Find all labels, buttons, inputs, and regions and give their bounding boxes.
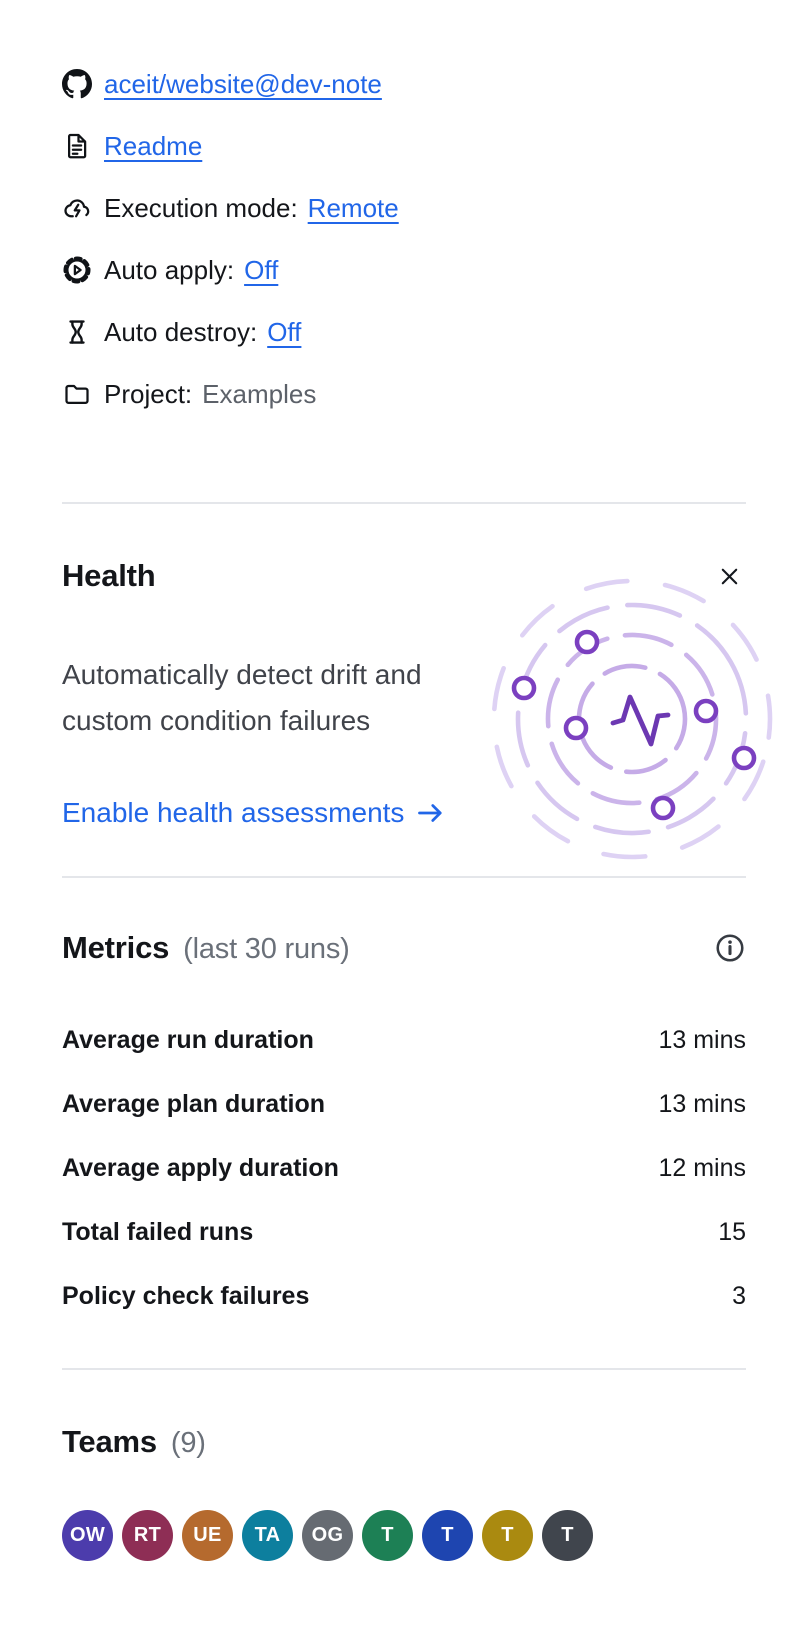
- metric-value: 13 mins: [658, 1090, 746, 1118]
- metric-row: Average plan duration 13 mins: [62, 1089, 746, 1119]
- metric-row: Average run duration 13 mins: [62, 1025, 746, 1055]
- project-row: Project: Examples: [62, 378, 746, 410]
- health-header: Health: [62, 556, 746, 596]
- team-avatar[interactable]: T: [422, 1510, 473, 1561]
- execution-mode-icon: [62, 193, 92, 223]
- metric-label: Average run duration: [62, 1026, 314, 1054]
- metric-row: Average apply duration 12 mins: [62, 1153, 746, 1183]
- metrics-info-button[interactable]: [714, 932, 746, 964]
- metric-value: 12 mins: [658, 1154, 746, 1182]
- metric-label: Average plan duration: [62, 1090, 326, 1118]
- arrow-right-icon: [416, 800, 446, 826]
- repo-link[interactable]: aceit/website@dev-note: [104, 69, 382, 99]
- auto-apply-label: Auto apply:: [104, 255, 235, 285]
- health-title: Health: [62, 558, 156, 593]
- team-avatar[interactable]: RT: [122, 1510, 173, 1561]
- divider: [62, 1368, 746, 1370]
- repo-row: aceit/website@dev-note: [62, 68, 746, 100]
- divider: [62, 876, 746, 878]
- health-cta-row: Enable health assessments: [62, 796, 746, 830]
- auto-apply-icon: [62, 255, 92, 285]
- metrics-subtitle: (last 30 runs): [183, 932, 350, 965]
- github-icon: [62, 69, 92, 99]
- close-icon: [718, 565, 741, 588]
- auto-apply-row: Auto apply: Off: [62, 254, 746, 286]
- info-icon: [714, 932, 746, 964]
- project-value-link[interactable]: Examples: [202, 379, 317, 409]
- execution-mode-label: Execution mode:: [104, 193, 298, 223]
- readme-icon: [62, 131, 92, 161]
- team-avatar[interactable]: T: [542, 1510, 593, 1561]
- metrics-header: Metrics (last 30 runs): [62, 928, 746, 968]
- team-avatar[interactable]: TA: [242, 1510, 293, 1561]
- health-cta-label: Enable health assessments: [62, 797, 405, 828]
- metric-row: Policy check failures 3: [62, 1281, 746, 1311]
- auto-destroy-link[interactable]: Off: [267, 317, 302, 347]
- project-folder-icon: [62, 379, 92, 409]
- teams-title: Teams (9): [62, 1422, 206, 1463]
- metric-label: Total failed runs: [62, 1218, 254, 1246]
- team-avatar[interactable]: UE: [182, 1510, 233, 1561]
- auto-destroy-icon: [62, 317, 92, 347]
- enable-health-assessments-link[interactable]: Enable health assessments: [62, 796, 446, 830]
- metric-value: 15: [718, 1218, 746, 1246]
- teams-avatar-list: OW RT UE TA OG T T T T: [62, 1510, 746, 1561]
- team-avatar[interactable]: T: [482, 1510, 533, 1561]
- readme-link[interactable]: Readme: [104, 131, 203, 161]
- execution-mode-link[interactable]: Remote: [307, 193, 399, 223]
- execution-mode-row: Execution mode: Remote: [62, 192, 746, 224]
- health-description: Automatically detect drift and custom co…: [62, 659, 422, 736]
- metric-value: 13 mins: [658, 1026, 746, 1054]
- teams-count: (9): [170, 1426, 206, 1459]
- metric-label: Average apply duration: [62, 1154, 339, 1182]
- health-close-button[interactable]: [712, 559, 746, 593]
- metrics-list: Average run duration 13 mins Average pla…: [62, 1025, 746, 1311]
- team-avatar[interactable]: OW: [62, 1510, 113, 1561]
- readme-row: Readme: [62, 130, 746, 162]
- auto-apply-link[interactable]: Off: [244, 255, 279, 285]
- metrics-title: Metrics (last 30 runs): [62, 928, 350, 969]
- divider: [62, 502, 746, 504]
- project-label: Project:: [104, 379, 193, 409]
- metric-value: 3: [732, 1282, 746, 1310]
- teams-header: Teams (9): [62, 1422, 746, 1462]
- auto-destroy-row: Auto destroy: Off: [62, 316, 746, 348]
- metric-row: Total failed runs 15: [62, 1217, 746, 1247]
- team-avatar[interactable]: T: [362, 1510, 413, 1561]
- auto-destroy-label: Auto destroy:: [104, 317, 258, 347]
- metric-label: Policy check failures: [62, 1282, 310, 1310]
- team-avatar[interactable]: OG: [302, 1510, 353, 1561]
